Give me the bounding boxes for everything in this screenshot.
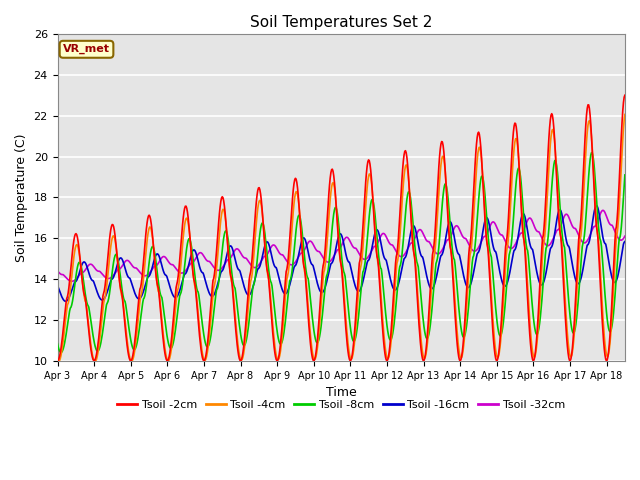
Tsoil -16cm (621, 239, 628, 244)
Tsoil -32cm (54, 268, 61, 274)
Y-axis label: Soil Temperature (C): Soil Temperature (C) (15, 133, 28, 262)
Tsoil -2cm (398, 177, 406, 182)
Tsoil -32cm (543, 242, 550, 248)
Line: Tsoil -32cm: Tsoil -32cm (58, 210, 625, 281)
Tsoil -8cm (588, 150, 595, 156)
Tsoil -16cm (384, 264, 392, 269)
Tsoil -4cm (621, 111, 628, 117)
X-axis label: Time: Time (326, 386, 356, 399)
Tsoil -16cm (89, 278, 97, 284)
Tsoil -32cm (89, 263, 97, 269)
Tsoil -16cm (54, 283, 61, 288)
Legend: Tsoil -2cm, Tsoil -4cm, Tsoil -8cm, Tsoil -16cm, Tsoil -32cm: Tsoil -2cm, Tsoil -4cm, Tsoil -8cm, Tsoi… (113, 395, 570, 414)
Text: VR_met: VR_met (63, 44, 110, 54)
Tsoil -8cm (384, 328, 392, 334)
Tsoil -8cm (621, 172, 628, 178)
Tsoil -8cm (89, 333, 97, 338)
Tsoil -32cm (621, 233, 628, 239)
Tsoil -4cm (54, 359, 62, 365)
Tsoil -8cm (543, 244, 550, 250)
Tsoil -2cm (542, 190, 550, 196)
Tsoil -2cm (484, 245, 492, 251)
Tsoil -16cm (543, 266, 550, 272)
Tsoil -32cm (416, 227, 424, 232)
Tsoil -16cm (593, 203, 600, 208)
Tsoil -2cm (54, 358, 61, 364)
Tsoil -8cm (416, 279, 424, 285)
Tsoil -4cm (89, 355, 97, 360)
Tsoil -32cm (484, 227, 492, 233)
Line: Tsoil -4cm: Tsoil -4cm (58, 114, 625, 362)
Tsoil -16cm (416, 248, 424, 254)
Tsoil -32cm (399, 253, 406, 259)
Tsoil -4cm (416, 320, 424, 325)
Tsoil -8cm (57, 349, 65, 355)
Tsoil -16cm (399, 262, 406, 268)
Tsoil -4cm (484, 249, 492, 254)
Tsoil -32cm (68, 278, 76, 284)
Tsoil -16cm (61, 299, 69, 304)
Line: Tsoil -8cm: Tsoil -8cm (58, 153, 625, 352)
Tsoil -4cm (54, 359, 61, 364)
Tsoil -2cm (621, 92, 628, 98)
Tsoil -4cm (399, 191, 406, 197)
Tsoil -2cm (383, 358, 391, 364)
Line: Tsoil -16cm: Tsoil -16cm (58, 205, 625, 301)
Title: Soil Temperatures Set 2: Soil Temperatures Set 2 (250, 15, 433, 30)
Tsoil -32cm (384, 237, 392, 243)
Tsoil -32cm (599, 207, 607, 213)
Line: Tsoil -2cm: Tsoil -2cm (58, 95, 625, 361)
Tsoil -16cm (484, 218, 492, 224)
Tsoil -8cm (484, 238, 492, 243)
Tsoil -4cm (543, 203, 550, 209)
Tsoil -2cm (88, 354, 96, 360)
Tsoil -2cm (415, 321, 423, 327)
Tsoil -8cm (399, 245, 406, 251)
Tsoil -4cm (384, 356, 392, 361)
Tsoil -8cm (54, 341, 61, 347)
